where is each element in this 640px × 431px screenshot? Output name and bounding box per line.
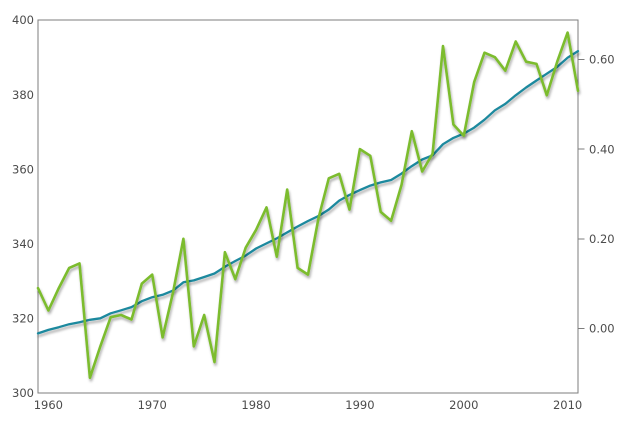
x-axis-tick-label: 2000 — [449, 398, 478, 412]
x-axis-tick-label: 2010 — [553, 398, 582, 412]
x-axis: 1960 1970 1980 1990 2000 2010 — [34, 398, 583, 412]
left-axis-tick-label: 340 — [12, 237, 34, 251]
plot-area — [36, 31, 580, 380]
left-axis-tick-label: 300 — [12, 386, 34, 400]
temperature-anomaly-line — [36, 31, 580, 380]
x-axis-tick-label: 1990 — [345, 398, 374, 412]
right-axis-tick-label: 0.00 — [589, 322, 615, 336]
right-axis-tick-label: 0.20 — [589, 232, 615, 246]
left-axis: 300 320 340 360 380 400 — [12, 13, 34, 400]
right-axis: 0.00 0.20 0.40 0.60 — [578, 53, 615, 336]
left-axis-tick-label: 400 — [12, 13, 34, 27]
x-axis-tick-label: 1960 — [34, 398, 63, 412]
x-axis-tick-label: 1970 — [138, 398, 167, 412]
left-axis-tick-label: 380 — [12, 88, 34, 102]
right-axis-tick-label: 0.40 — [589, 142, 615, 156]
left-axis-tick-label: 320 — [12, 312, 34, 326]
right-axis-tick-label: 0.60 — [589, 53, 615, 67]
plot-border — [37, 19, 579, 394]
co2-line — [36, 49, 580, 335]
x-axis-tick-label: 1980 — [241, 398, 270, 412]
left-axis-tick-label: 360 — [12, 162, 34, 176]
